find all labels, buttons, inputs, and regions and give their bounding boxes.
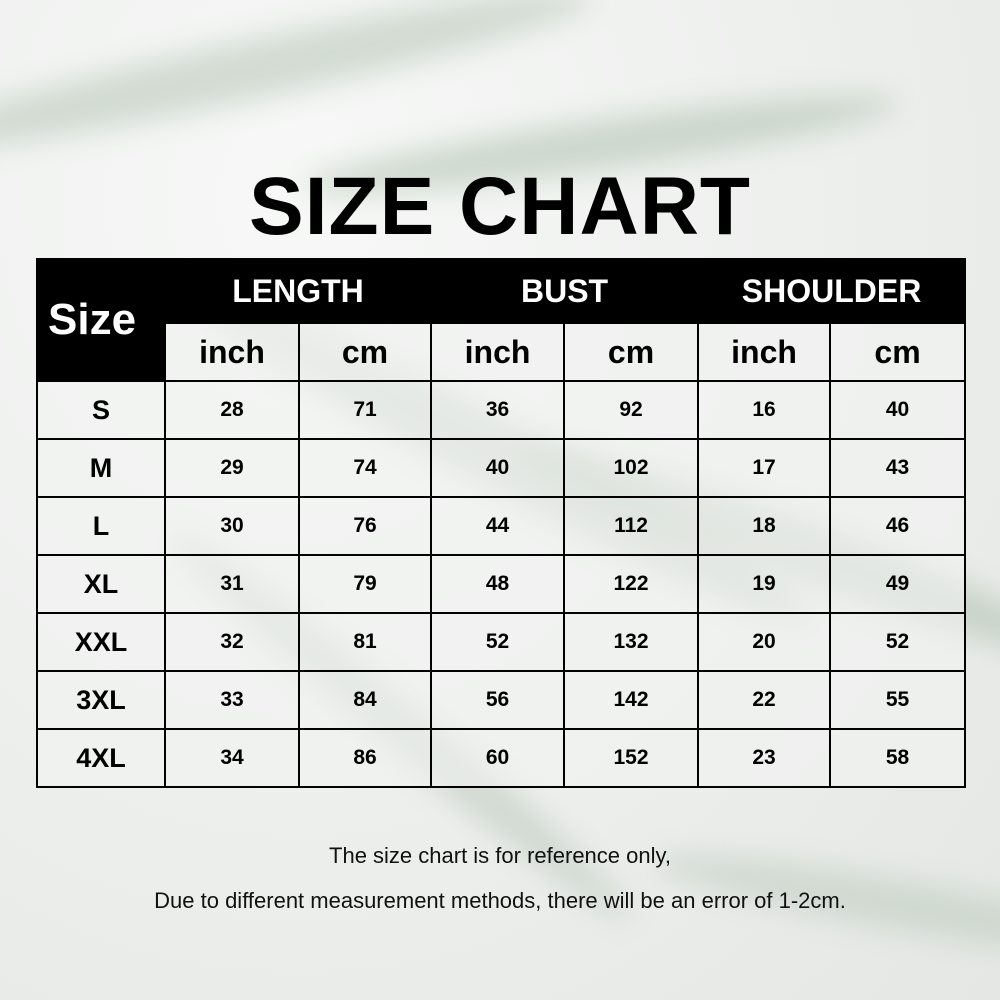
table-cell: 40 [430, 438, 566, 498]
table-row: L 30 76 44 112 18 46 [36, 496, 967, 556]
table-cell: 58 [829, 728, 967, 788]
note-line-1: The size chart is for reference only, [329, 843, 671, 868]
size-table: Size LENGTH BUST SHOULDER inch cm inch cm in… [36, 258, 967, 788]
table-cell: 46 [829, 496, 967, 556]
table-cell: 48 [430, 554, 566, 614]
table-row: M 29 74 40 102 17 43 [36, 438, 967, 498]
size-label: S [36, 380, 166, 440]
table-row: S 28 71 36 92 16 40 [36, 380, 967, 440]
table-cell: 30 [164, 496, 300, 556]
table-cell: 84 [297, 670, 433, 730]
table-cell: 22 [697, 670, 832, 730]
group-header-shoulder: SHOULDER [697, 258, 967, 324]
unit-header: cm [297, 322, 433, 382]
table-cell: 152 [563, 728, 700, 788]
table-cell: 56 [430, 670, 566, 730]
table-cell: 92 [563, 380, 700, 440]
table-cell: 28 [164, 380, 300, 440]
table-cell: 52 [430, 612, 566, 672]
group-header-length: LENGTH [163, 258, 433, 324]
size-label: 3XL [36, 670, 166, 730]
size-label: L [36, 496, 166, 556]
table-cell: 49 [829, 554, 967, 614]
table-cell: 102 [563, 438, 700, 498]
table-cell: 20 [697, 612, 832, 672]
table-cell: 43 [829, 438, 967, 498]
table-cell: 31 [164, 554, 300, 614]
unit-header: cm [563, 322, 700, 382]
unit-header: inch [697, 322, 832, 382]
table-cell: 112 [563, 496, 700, 556]
size-label: M [36, 438, 166, 498]
table-cell: 19 [697, 554, 832, 614]
table-cell: 81 [297, 612, 433, 672]
table-cell: 122 [563, 554, 700, 614]
table-cell: 40 [829, 380, 967, 440]
size-label: 4XL [36, 728, 166, 788]
table-cell: 17 [697, 438, 832, 498]
table-cell: 44 [430, 496, 566, 556]
table-cell: 52 [829, 612, 967, 672]
table-cell: 18 [697, 496, 832, 556]
table-row: XL 31 79 48 122 19 49 [36, 554, 967, 614]
unit-header: inch [430, 322, 566, 382]
table-cell: 76 [297, 496, 433, 556]
unit-header: inch [164, 322, 300, 382]
table-cell: 60 [430, 728, 566, 788]
size-header: Size [36, 258, 166, 382]
table-cell: 33 [164, 670, 300, 730]
table-row: 3XL 33 84 56 142 22 55 [36, 670, 967, 730]
table-row: 4XL 34 86 60 152 23 58 [36, 728, 967, 788]
table-cell: 79 [297, 554, 433, 614]
table-row: XXL 32 81 52 132 20 52 [36, 612, 967, 672]
table-cell: 34 [164, 728, 300, 788]
table-cell: 29 [164, 438, 300, 498]
table-cell: 132 [563, 612, 700, 672]
table-cell: 36 [430, 380, 566, 440]
size-label: XXL [36, 612, 166, 672]
table-cell: 23 [697, 728, 832, 788]
table-cell: 32 [164, 612, 300, 672]
unit-header: cm [829, 322, 967, 382]
table-cell: 86 [297, 728, 433, 788]
note-line-2: Due to different measurement methods, th… [154, 888, 846, 913]
table-cell: 74 [297, 438, 433, 498]
table-cell: 55 [829, 670, 967, 730]
table-cell: 16 [697, 380, 832, 440]
size-label: XL [36, 554, 166, 614]
page-title: SIZE CHART [249, 161, 751, 252]
group-header-bust: BUST [430, 258, 700, 324]
table-cell: 142 [563, 670, 700, 730]
table-cell: 71 [297, 380, 433, 440]
